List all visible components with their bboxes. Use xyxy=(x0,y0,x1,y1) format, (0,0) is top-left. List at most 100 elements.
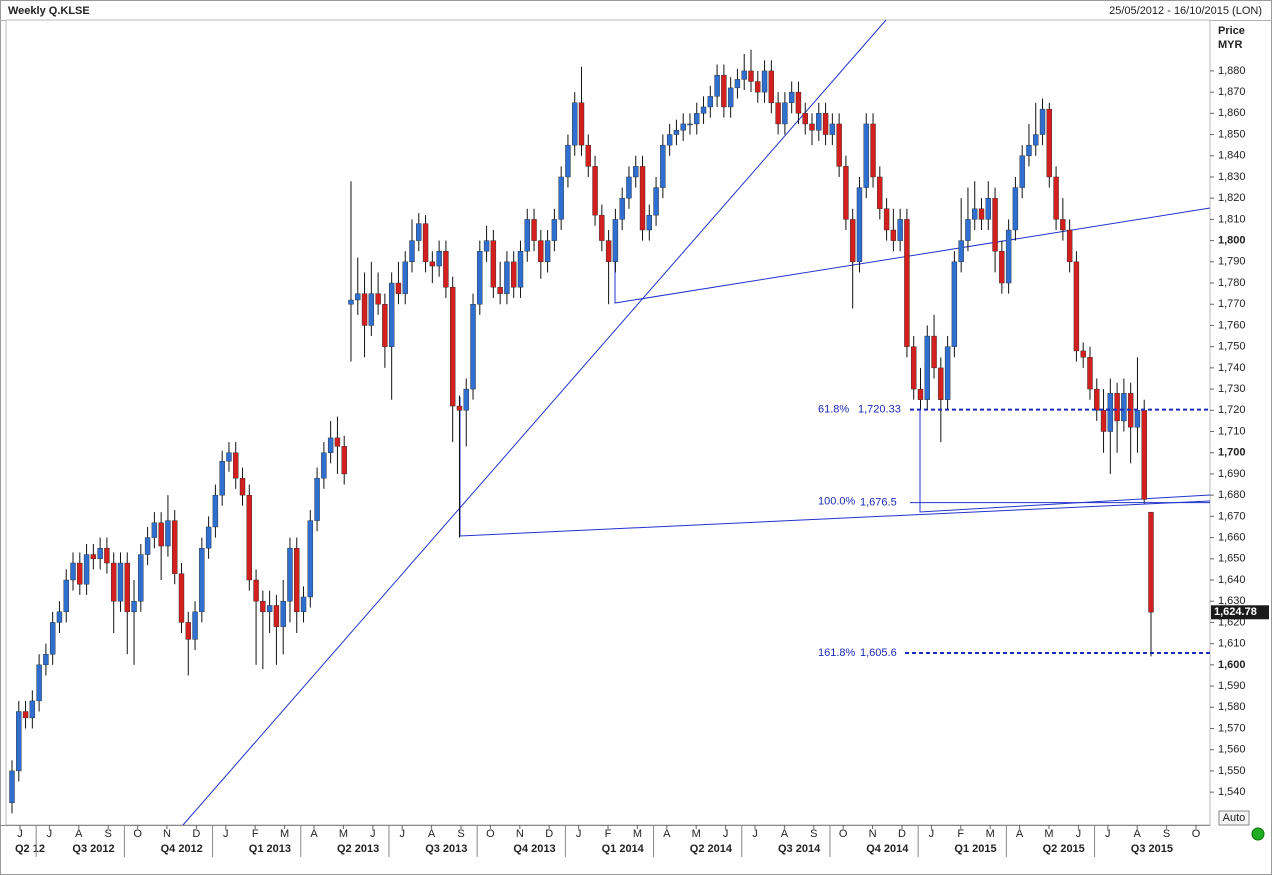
candle-body xyxy=(504,261,510,294)
candle-body xyxy=(653,187,659,216)
x-month-label: A xyxy=(310,828,318,840)
candle-body xyxy=(761,70,768,93)
x-quarter-label: Q4 2014 xyxy=(866,843,909,855)
last-price-box xyxy=(1211,605,1269,620)
x-quarter-label: Q2 2015 xyxy=(1043,843,1085,855)
candle-body xyxy=(9,770,15,803)
candle-body xyxy=(192,611,198,640)
candle-body xyxy=(843,166,849,220)
fib-value-label: 1,605.6 xyxy=(860,647,897,659)
x-month-label: M xyxy=(339,828,348,840)
candle-body xyxy=(158,522,164,547)
candle-body xyxy=(83,554,90,585)
x-month-label: M xyxy=(280,828,289,840)
candle-body xyxy=(639,166,646,231)
candle-body xyxy=(1100,410,1107,432)
auto-button[interactable] xyxy=(1218,810,1250,826)
candle-body xyxy=(687,123,693,126)
candle-body xyxy=(951,261,958,347)
x-quarter-label: Q2 12 xyxy=(15,843,45,855)
y-tick-label: 1,730 xyxy=(1218,383,1246,395)
candle-body xyxy=(599,214,605,241)
x-month-label: J xyxy=(576,828,582,840)
chart-title: Weekly Q.KLSE xyxy=(8,5,90,17)
candle-body xyxy=(605,240,612,263)
x-month-label: A xyxy=(663,828,671,840)
candle-body xyxy=(29,700,36,719)
y-tick-label: 1,810 xyxy=(1218,213,1246,225)
status-dot xyxy=(1251,827,1265,841)
candle-body xyxy=(788,91,795,103)
x-month-label: O xyxy=(486,828,495,840)
x-month-label: F xyxy=(957,828,964,840)
candle-body xyxy=(524,219,530,252)
x-month-label: F xyxy=(252,828,259,840)
auto-button-label[interactable]: Auto xyxy=(1223,812,1246,824)
candle-body xyxy=(700,106,707,114)
candle-body xyxy=(327,437,334,453)
candle-body xyxy=(436,251,442,267)
candle-body xyxy=(985,197,991,220)
trendline xyxy=(919,410,1211,513)
date-range: 25/05/2012 - 16/10/2015 (LON) xyxy=(1109,5,1262,17)
candle-body xyxy=(266,605,273,613)
y-tick-label: 1,720 xyxy=(1218,404,1246,416)
y-tick-label: 1,780 xyxy=(1218,277,1246,289)
y-tick-label: 1,830 xyxy=(1218,171,1246,183)
candle-body xyxy=(253,579,259,602)
candle-body xyxy=(904,219,910,347)
x-quarter-label: Q3 2012 xyxy=(72,843,114,855)
candle-body xyxy=(382,304,388,347)
candle-body xyxy=(775,102,781,125)
y-axis-title: Price xyxy=(1218,25,1245,37)
candle-body xyxy=(49,622,56,655)
candle-body xyxy=(56,611,63,623)
candle-body xyxy=(300,596,307,613)
candle-body xyxy=(822,113,829,135)
candle-body xyxy=(178,573,185,623)
candle-body xyxy=(829,123,836,135)
candle-body xyxy=(117,562,124,602)
y-tick-label: 1,640 xyxy=(1218,574,1246,586)
x-month-label: J xyxy=(399,828,405,840)
y-tick-label: 1,800 xyxy=(1218,235,1246,247)
candle-body xyxy=(22,711,29,719)
candle-body xyxy=(565,144,571,178)
candle-body xyxy=(517,251,524,288)
x-month-label: J xyxy=(47,828,53,840)
candle-body xyxy=(666,134,673,146)
x-month-label: J xyxy=(752,828,758,840)
candle-body xyxy=(63,579,69,613)
candle-body xyxy=(456,405,463,411)
candle-body xyxy=(809,123,815,131)
candle-body xyxy=(77,562,83,585)
x-month-label: F xyxy=(605,828,612,840)
x-quarter-label: Q3 2013 xyxy=(425,843,467,855)
candle-body xyxy=(727,87,734,108)
candle-body xyxy=(531,219,537,241)
candle-body xyxy=(307,520,314,598)
candle-body xyxy=(104,547,110,564)
candle-body xyxy=(911,346,917,390)
candle-body xyxy=(1134,410,1141,428)
candle-body xyxy=(429,261,436,267)
candle-body xyxy=(463,388,469,411)
candle-body xyxy=(1107,393,1114,432)
candle-body xyxy=(938,367,944,400)
candle-body xyxy=(877,176,883,209)
y-tick-label: 1,760 xyxy=(1218,319,1246,331)
candle-body xyxy=(551,219,558,241)
candle-body xyxy=(673,130,680,135)
candle-body xyxy=(619,197,625,220)
candle-body xyxy=(816,113,822,131)
candle-body xyxy=(70,562,76,581)
candle-body xyxy=(199,547,205,613)
fib-value-label: 1,676.5 xyxy=(860,496,897,508)
candle-body xyxy=(422,223,429,263)
candle-body xyxy=(388,282,395,347)
y-tick-label: 1,740 xyxy=(1218,362,1246,374)
x-month-label: M xyxy=(1044,828,1053,840)
candle-body xyxy=(965,219,971,241)
candle-body xyxy=(314,477,320,521)
candle-body xyxy=(395,282,402,294)
